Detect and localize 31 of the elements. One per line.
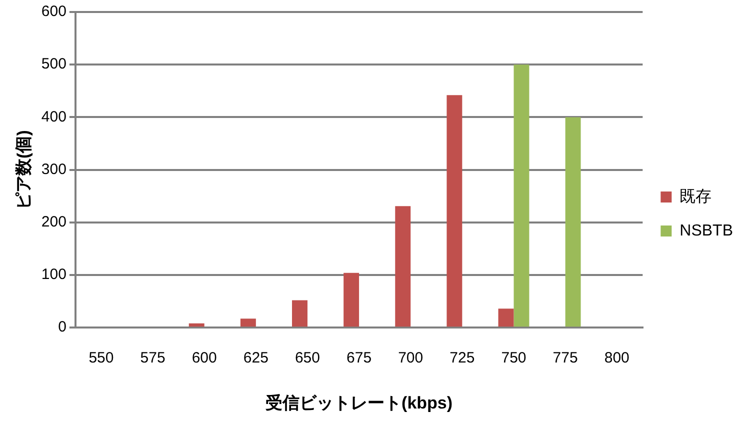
bar bbox=[498, 308, 514, 327]
bar bbox=[344, 272, 360, 327]
x-tick-label: 650 bbox=[294, 350, 320, 367]
y-axis-title: ピア数(個) bbox=[14, 130, 33, 210]
x-tick-label: 775 bbox=[552, 350, 578, 367]
legend-label: NSBTB bbox=[680, 222, 733, 240]
y-tick-label: 300 bbox=[41, 160, 66, 178]
x-tick-label: 675 bbox=[346, 350, 372, 367]
bar bbox=[446, 95, 462, 327]
bar bbox=[514, 64, 530, 327]
bar bbox=[188, 323, 204, 327]
bar bbox=[395, 206, 411, 327]
x-tick-label: 600 bbox=[192, 350, 217, 367]
x-axis-title: 受信ビットレート(kbps) bbox=[266, 393, 453, 412]
x-tick-label: 750 bbox=[501, 350, 526, 367]
y-tick-label: 500 bbox=[41, 56, 66, 73]
y-tick-label: 600 bbox=[41, 3, 66, 20]
bar bbox=[565, 117, 581, 327]
y-tick-label: 200 bbox=[41, 214, 66, 231]
x-tick-label: 700 bbox=[398, 350, 424, 367]
y-tick-label: 100 bbox=[41, 266, 66, 284]
legend-label: 既存 bbox=[680, 188, 712, 206]
x-tick-label: 800 bbox=[604, 350, 630, 367]
x-tick-label: 550 bbox=[88, 350, 114, 367]
y-tick-label: 400 bbox=[41, 108, 66, 126]
x-tick-label: 725 bbox=[450, 350, 475, 367]
bar bbox=[292, 300, 308, 327]
y-tick-label: 0 bbox=[58, 318, 66, 336]
x-tick-label: 625 bbox=[243, 350, 268, 367]
bar bbox=[240, 318, 256, 327]
x-tick-label: 575 bbox=[140, 350, 166, 367]
